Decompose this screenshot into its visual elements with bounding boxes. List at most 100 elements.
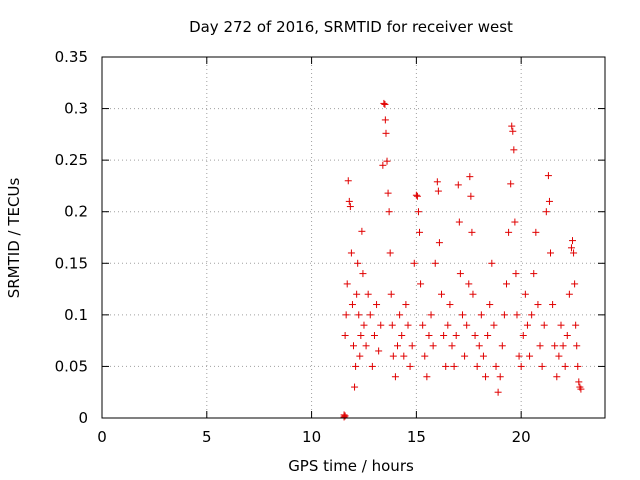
data-point: [572, 321, 580, 329]
y-tick-label: 0.1: [64, 306, 88, 324]
data-point: [571, 280, 579, 288]
data-point: [569, 237, 577, 245]
data-point: [467, 192, 475, 200]
data-point: [368, 362, 376, 370]
data-point: [557, 321, 565, 329]
data-point: [500, 311, 508, 319]
data-point: [475, 342, 483, 350]
data-point: [357, 331, 365, 339]
data-point: [421, 352, 429, 360]
data-point: [446, 301, 454, 309]
data-point: [488, 259, 496, 267]
data-point: [406, 362, 414, 370]
y-tick-label: 0.05: [55, 357, 88, 375]
data-point: [574, 362, 582, 370]
x-tick-label: 10: [302, 428, 321, 446]
data-point: [354, 259, 362, 267]
y-tick-label: 0.35: [55, 48, 88, 66]
data-point: [364, 290, 372, 298]
data-point: [534, 301, 542, 309]
data-point: [551, 342, 559, 350]
data-point: [549, 301, 557, 309]
data-point: [544, 172, 552, 180]
data-point: [431, 259, 439, 267]
data-point: [509, 127, 517, 135]
data-point: [545, 197, 553, 205]
y-tick-label: 0.15: [55, 254, 88, 272]
data-point: [362, 342, 370, 350]
data-point: [536, 342, 544, 350]
data-point: [444, 321, 452, 329]
data-point: [512, 270, 520, 278]
data-point: [442, 362, 450, 370]
data-point: [469, 290, 477, 298]
data-point: [353, 290, 361, 298]
x-tick-label: 20: [512, 428, 531, 446]
data-point: [468, 228, 476, 236]
data-point: [450, 362, 458, 370]
chart-title: Day 272 of 2016, SRMTID for receiver wes…: [189, 18, 513, 36]
data-point: [465, 280, 473, 288]
data-point: [555, 352, 563, 360]
data-point: [373, 301, 381, 309]
data-point: [482, 373, 490, 381]
data-point: [479, 352, 487, 360]
data-point: [486, 301, 494, 309]
data-point: [419, 321, 427, 329]
data-point: [515, 352, 523, 360]
data-point: [360, 321, 368, 329]
data-point: [526, 352, 534, 360]
data-point: [498, 342, 506, 350]
x-tick-label: 15: [407, 428, 426, 446]
data-point: [510, 146, 518, 154]
plot-frame: [101, 56, 606, 419]
data-point: [458, 311, 466, 319]
data-point: [425, 331, 433, 339]
data-point: [494, 388, 502, 396]
data-point: [408, 342, 416, 350]
data-point: [553, 373, 561, 381]
data-point: [382, 129, 390, 137]
data-point: [347, 249, 355, 257]
data-point: [375, 347, 383, 355]
data-point: [340, 411, 348, 419]
data-point: [434, 187, 442, 195]
data-point: [517, 362, 525, 370]
data-point: [561, 362, 569, 370]
y-axis-label: SRMTID / TECUs: [5, 178, 23, 299]
axis-ticks: 0 0.05 0.1 0.15 0.2 0.25 0.3 0.35 0 5 10 15 20: [55, 48, 605, 446]
y-tick-label: 0.25: [55, 151, 88, 169]
data-point: [508, 122, 516, 130]
data-point: [351, 383, 359, 391]
data-point: [379, 161, 387, 169]
data-point: [563, 331, 571, 339]
data-point: [538, 362, 546, 370]
data-point: [496, 373, 504, 381]
data-point: [565, 290, 573, 298]
x-tick-label: 0: [97, 428, 107, 446]
data-point: [454, 181, 462, 189]
data-point: [381, 116, 389, 124]
data-point: [377, 321, 385, 329]
data-point: [417, 280, 425, 288]
data-point: [440, 331, 448, 339]
data-point: [344, 177, 352, 185]
data-point: [567, 244, 575, 252]
data-point: [412, 191, 420, 199]
data-point: [484, 331, 492, 339]
data-point: [341, 331, 349, 339]
data-point: [490, 321, 498, 329]
data-point: [455, 218, 463, 226]
data-point: [400, 352, 408, 360]
data-point: [466, 173, 474, 181]
y-tick-label: 0: [78, 409, 88, 427]
data-point: [402, 301, 410, 309]
data-point: [438, 290, 446, 298]
data-point: [513, 311, 521, 319]
data-point: [350, 342, 357, 350]
data-point: [414, 208, 422, 216]
y-tick-label: 0.2: [64, 203, 88, 221]
data-point: [380, 99, 388, 107]
data-point: [573, 342, 581, 350]
